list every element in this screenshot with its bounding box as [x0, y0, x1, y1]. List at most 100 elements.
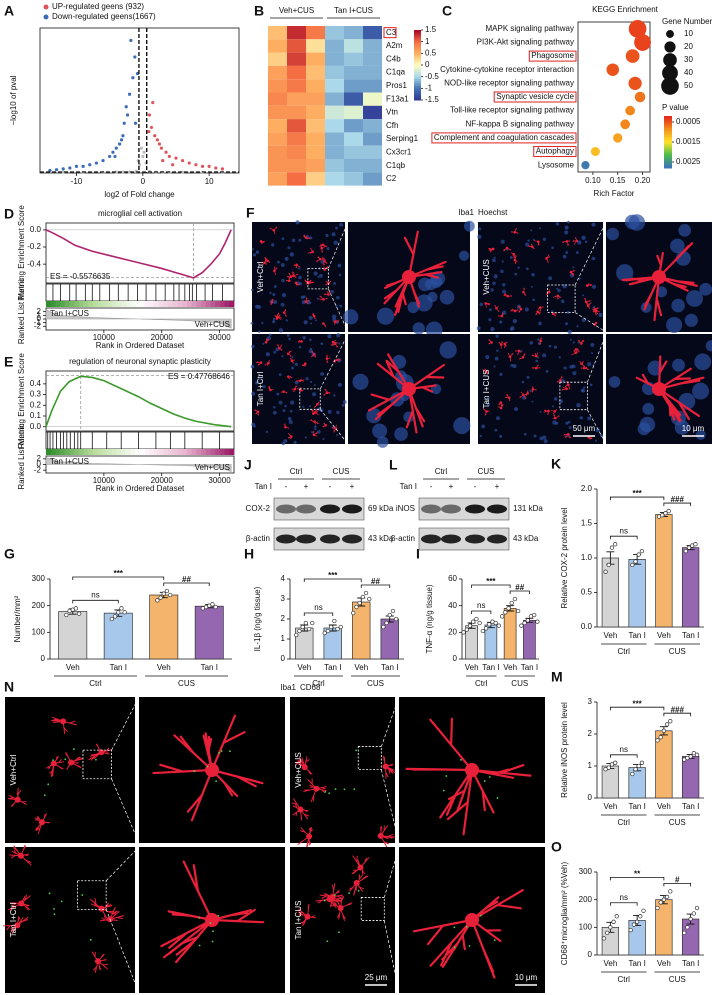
nucleus	[439, 341, 457, 359]
nucleus	[524, 307, 529, 312]
y-tick-label: 1	[588, 761, 593, 770]
data-point	[487, 622, 492, 627]
cd68-signal	[89, 938, 92, 941]
nucleus	[313, 384, 316, 387]
cell-process	[260, 240, 266, 245]
zoom-box	[307, 267, 329, 290]
data-point	[630, 562, 635, 568]
rank-strip	[191, 301, 197, 307]
data-point	[360, 594, 366, 600]
blot-band	[320, 504, 340, 514]
significance-label: ***	[632, 489, 642, 498]
data-point	[639, 760, 645, 765]
data-point	[357, 600, 362, 606]
nucleus	[309, 347, 313, 351]
heat-cell	[363, 159, 382, 173]
heat-cell	[306, 79, 325, 93]
point	[161, 158, 165, 163]
rank-strip	[168, 301, 174, 307]
heat-cell	[268, 52, 287, 66]
highlight-box	[493, 91, 577, 103]
bar	[601, 557, 620, 628]
y-tick-label: 200	[579, 895, 593, 904]
blot-band	[342, 504, 362, 514]
nucleus	[553, 397, 558, 401]
rank-strip	[224, 301, 230, 307]
heat-cell	[268, 92, 287, 106]
heat-cell	[363, 119, 382, 133]
cell-process	[298, 903, 317, 927]
cell-process	[565, 380, 571, 390]
es-curve	[45, 229, 232, 279]
y2-tick-label: -2	[34, 321, 42, 330]
colorbar-label: -0.5	[425, 72, 439, 81]
nucleus	[272, 410, 277, 415]
nucleus	[495, 334, 499, 338]
nucleus	[569, 365, 573, 369]
nucleus	[510, 363, 514, 367]
nucleus	[316, 297, 319, 300]
dot	[613, 133, 623, 143]
x-tick-label: Veh	[297, 663, 311, 672]
x-tick-label: Tan I	[682, 631, 699, 640]
cell-process	[291, 798, 309, 821]
nucleus	[558, 356, 561, 359]
nucleus	[530, 285, 533, 288]
point	[167, 154, 171, 159]
group-label: Tan I+CUS	[50, 309, 89, 318]
cell-process	[511, 252, 517, 259]
significance-label: ###	[671, 705, 685, 714]
nucleus	[485, 354, 490, 360]
x-tick-label: 20000	[151, 476, 174, 485]
cell-process	[519, 353, 526, 360]
nucleus	[509, 256, 513, 259]
nucleus	[577, 240, 582, 245]
nucleus	[298, 345, 302, 349]
point	[147, 113, 152, 117]
nucleus	[576, 403, 581, 408]
rank-strip	[55, 301, 61, 307]
nucleus	[320, 372, 324, 376]
nucleus	[551, 405, 555, 408]
group-label: Veh+CUS	[294, 752, 303, 787]
data-point	[693, 542, 698, 547]
cell-process	[285, 276, 291, 282]
data-point	[668, 719, 673, 724]
significance-label: ns	[620, 526, 628, 535]
row-label: COX-2	[246, 504, 271, 513]
heat-cell	[306, 92, 325, 106]
rank-strip	[83, 301, 89, 307]
nucleus	[548, 344, 552, 348]
nucleus	[512, 364, 517, 369]
nucleus	[273, 406, 276, 409]
colorbar-label: 0.0025	[676, 157, 701, 166]
cd68-signal	[53, 913, 56, 916]
cell-process	[586, 283, 592, 286]
rank-strip	[140, 449, 146, 455]
point	[171, 163, 175, 167]
bar	[149, 594, 179, 660]
point	[200, 164, 205, 168]
size-legend-dot	[666, 30, 674, 38]
cd68-signal	[64, 758, 67, 761]
nucleus	[531, 400, 534, 403]
colorbar-label: -1.5	[425, 95, 439, 104]
data-point	[608, 925, 613, 930]
cell-process	[488, 339, 492, 345]
nucleus	[284, 404, 287, 408]
data-point	[639, 548, 645, 554]
cd68-signal	[72, 748, 75, 751]
legend-label: UP-regulated geens (932)	[52, 2, 144, 11]
colorbar-step	[414, 88, 421, 92]
heat-cell	[325, 92, 344, 106]
colorbar-step	[414, 37, 421, 40]
y-tick-label: 0	[281, 654, 286, 663]
nucleus	[262, 342, 265, 345]
blot-background	[418, 527, 510, 551]
cell-process	[90, 898, 115, 920]
y-tick-label: 100	[32, 627, 46, 636]
nucleus	[302, 336, 306, 340]
significance-bracket	[509, 590, 530, 594]
row-label: Cfh	[386, 121, 398, 130]
heat-cell	[287, 119, 306, 133]
